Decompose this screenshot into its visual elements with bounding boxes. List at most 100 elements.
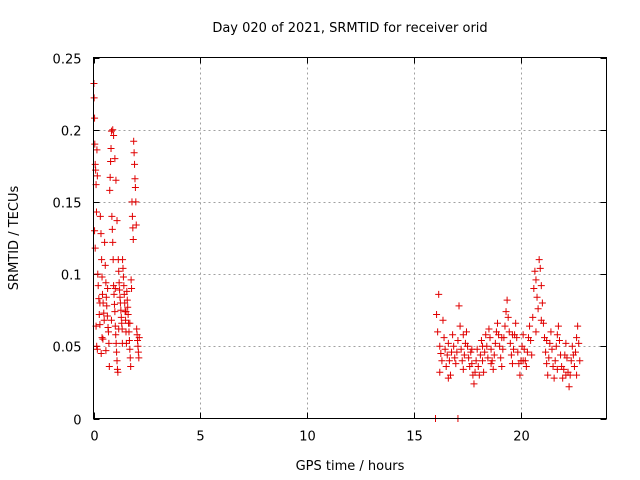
data-point xyxy=(570,363,578,371)
data-point xyxy=(443,351,451,359)
data-point xyxy=(504,313,512,321)
data-point xyxy=(130,149,138,157)
data-point xyxy=(563,354,571,362)
data-point xyxy=(124,303,132,311)
data-point xyxy=(126,345,134,353)
data-point xyxy=(476,351,484,359)
data-point xyxy=(436,368,444,376)
data-point xyxy=(96,321,104,329)
data-point xyxy=(90,94,98,102)
data-point xyxy=(101,238,109,246)
data-point xyxy=(516,371,524,379)
data-point xyxy=(102,279,110,287)
data-point xyxy=(454,337,462,345)
data-point xyxy=(127,363,135,371)
data-point xyxy=(460,351,468,359)
data-point xyxy=(99,335,107,343)
data-point xyxy=(107,316,115,324)
data-point xyxy=(576,357,584,365)
data-point xyxy=(102,347,110,355)
data-point xyxy=(513,334,521,342)
data-point xyxy=(573,371,581,379)
data-point xyxy=(107,157,115,165)
data-point xyxy=(567,357,575,365)
data-point xyxy=(530,285,538,293)
data-point xyxy=(98,290,106,298)
data-point xyxy=(119,273,127,281)
data-point xyxy=(91,227,99,235)
data-point xyxy=(523,348,531,356)
x-tick-label: 20 xyxy=(513,430,530,445)
data-point xyxy=(444,339,452,347)
data-point xyxy=(496,342,504,350)
data-point xyxy=(474,363,482,371)
data-point xyxy=(457,345,465,353)
data-point xyxy=(506,339,514,347)
data-point xyxy=(114,368,122,376)
data-point xyxy=(115,325,123,333)
data-point xyxy=(128,212,136,220)
data-point xyxy=(522,363,530,371)
data-point xyxy=(451,354,459,362)
data-point xyxy=(481,348,489,356)
data-point xyxy=(91,244,99,252)
data-point xyxy=(468,345,476,353)
data-point xyxy=(537,316,545,324)
data-point xyxy=(545,354,553,362)
data-point xyxy=(102,293,110,301)
data-point xyxy=(533,293,541,301)
data-point xyxy=(452,360,460,368)
data-point xyxy=(93,146,101,154)
data-point xyxy=(94,282,102,290)
y-tick-label: 0.25 xyxy=(53,53,82,68)
data-point xyxy=(491,339,499,347)
data-point xyxy=(502,308,510,316)
data-point xyxy=(458,357,466,365)
data-point xyxy=(130,137,138,145)
data-point xyxy=(103,302,111,310)
data-point xyxy=(565,383,573,391)
data-point xyxy=(487,345,495,353)
data-point xyxy=(112,176,120,184)
y-tick-label: 0.1 xyxy=(61,269,82,284)
data-point xyxy=(514,348,522,356)
data-point xyxy=(455,302,463,310)
data-point xyxy=(488,357,496,365)
data-point xyxy=(135,334,143,342)
data-point xyxy=(119,256,127,264)
data-point xyxy=(433,311,441,319)
data-point xyxy=(532,328,540,336)
data-point xyxy=(467,348,475,356)
x-tick-label: 0 xyxy=(90,430,98,445)
data-point xyxy=(109,238,117,246)
data-point xyxy=(111,285,119,293)
data-point xyxy=(110,282,118,290)
data-point xyxy=(115,267,123,275)
data-point xyxy=(536,264,544,272)
data-point xyxy=(560,365,568,373)
data-point xyxy=(529,313,537,321)
data-point xyxy=(471,368,479,376)
data-point xyxy=(132,221,140,229)
data-point xyxy=(131,160,139,168)
data-point xyxy=(490,351,498,359)
data-point xyxy=(129,224,137,232)
data-point xyxy=(459,365,467,373)
data-point xyxy=(110,300,118,308)
data-point xyxy=(111,155,119,163)
data-point xyxy=(456,322,464,330)
data-point xyxy=(97,350,105,358)
data-point xyxy=(531,267,539,275)
data-point xyxy=(98,273,106,281)
data-point xyxy=(498,334,506,342)
data-point xyxy=(123,287,131,295)
data-point xyxy=(535,256,543,264)
chart-title: Day 020 of 2021, SRMTID for receiver ori… xyxy=(212,21,487,36)
data-point xyxy=(95,295,103,303)
data-point xyxy=(542,348,550,356)
data-point xyxy=(122,316,130,324)
x-tick-label: 5 xyxy=(196,430,204,445)
data-point xyxy=(575,339,583,347)
data-point xyxy=(477,337,485,345)
data-point xyxy=(108,225,116,233)
